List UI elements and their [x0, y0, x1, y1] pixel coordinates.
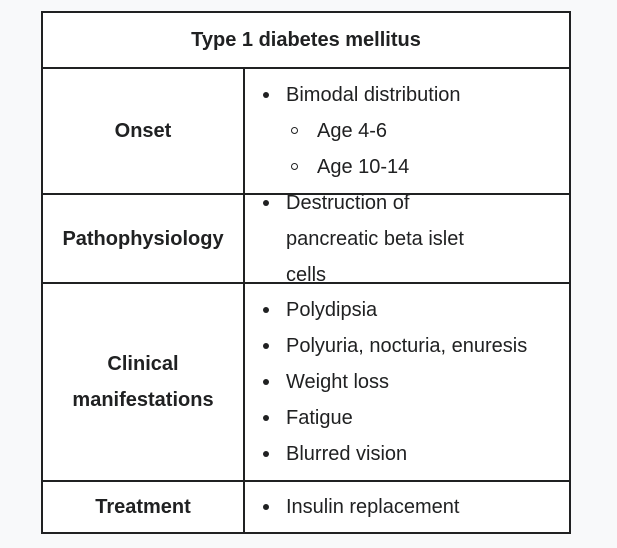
- row-label-pathophysiology: Pathophysiology: [43, 195, 245, 282]
- treatment-list: Insulin replacement: [245, 489, 459, 525]
- list-item: Destruction of pancreatic beta islet cel…: [245, 185, 505, 293]
- list-item-text: Bimodal distribution: [286, 84, 461, 106]
- list-item: Fatigue: [245, 400, 527, 436]
- row-value-pathophysiology: Destruction of pancreatic beta islet cel…: [245, 192, 569, 286]
- table-row-clinical-manifestations: Clinical manifestations Polydipsia Polyu…: [43, 282, 569, 480]
- row-value-clinical-manifestations: Polydipsia Polyuria, nocturia, enuresis …: [245, 284, 569, 480]
- row-value-onset: Bimodal distribution Age 4-6 Age 10-14: [245, 69, 569, 193]
- list-item: Insulin replacement: [245, 489, 459, 525]
- row-value-treatment: Insulin replacement: [245, 482, 569, 532]
- onset-list: Bimodal distribution Age 4-6 Age 10-14: [245, 77, 461, 185]
- table-title: Type 1 diabetes mellitus: [191, 28, 421, 51]
- onset-sublist: Age 4-6 Age 10-14: [286, 113, 461, 185]
- row-label-treatment: Treatment: [43, 482, 245, 532]
- list-item: Blurred vision: [245, 436, 527, 472]
- pathophysiology-list: Destruction of pancreatic beta islet cel…: [245, 185, 505, 293]
- table-row-pathophysiology: Pathophysiology Destruction of pancreati…: [43, 192, 569, 286]
- row-label-onset: Onset: [43, 69, 245, 193]
- list-item: Bimodal distribution Age 4-6 Age 10-14: [245, 77, 461, 185]
- sublist-item: Age 10-14: [286, 149, 461, 185]
- diabetes-info-table: Type 1 diabetes mellitus Onset Bimodal d…: [41, 11, 571, 534]
- sublist-item: Age 4-6: [286, 113, 461, 149]
- table-row-treatment: Treatment Insulin replacement: [43, 480, 569, 532]
- list-item: Weight loss: [245, 364, 527, 400]
- list-item: Polydipsia: [245, 292, 527, 328]
- clinical-manifestations-list: Polydipsia Polyuria, nocturia, enuresis …: [245, 292, 527, 472]
- table-row-onset: Onset Bimodal distribution Age 4-6 Age 1…: [43, 67, 569, 193]
- table-header-row: Type 1 diabetes mellitus: [43, 13, 569, 67]
- row-label-clinical-manifestations: Clinical manifestations: [43, 284, 245, 480]
- row-label-text: Clinical manifestations: [72, 353, 214, 411]
- list-item: Polyuria, nocturia, enuresis: [245, 328, 527, 364]
